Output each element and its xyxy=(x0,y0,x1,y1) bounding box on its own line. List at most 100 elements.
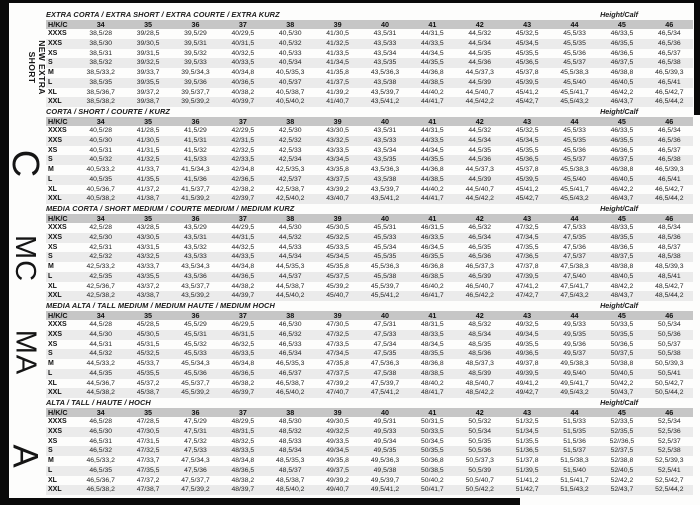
height-calf-cell: 43,5/38 xyxy=(373,175,397,183)
row-size-label: S xyxy=(48,253,53,261)
height-calf-cell: 43,5/34 xyxy=(373,146,397,154)
height-calf-cell: 46,5/28 xyxy=(89,418,113,426)
height-calf-cell: 48/38,8 xyxy=(610,263,634,271)
height-calf-cell: 44,5/38,7 xyxy=(276,282,305,290)
size-column-header: 41 xyxy=(428,310,437,320)
height-calf-cell: 48,5/35,3 xyxy=(276,457,305,465)
height-calf-cell: 48/34,8 xyxy=(231,457,255,465)
height-calf-cell: 48/35,5 xyxy=(610,234,634,242)
height-calf-cell: 47/37,5 xyxy=(326,369,349,377)
height-calf-cell: 46,5/44,2 xyxy=(655,98,684,106)
size-column-header: 34 xyxy=(96,310,105,320)
row-size-label: XXS xyxy=(48,40,63,48)
hkc-corner-label: H/K/C xyxy=(48,310,68,320)
height-calf-cell: 40/38,2 xyxy=(231,88,255,96)
height-calf-cell: 48,5/34 xyxy=(278,447,302,455)
height-calf-cell: 46,5/37 xyxy=(278,369,302,377)
height-calf-cell: 45/42,7 xyxy=(515,98,539,106)
size-column-header: 43 xyxy=(523,19,532,29)
size-column-header: 38 xyxy=(286,116,295,126)
size-column-header: 42 xyxy=(475,116,484,126)
height-calf-cell: 47,5/31 xyxy=(184,428,207,436)
height-calf-cell: 46,5/32 xyxy=(89,447,113,455)
height-calf-cell: 47,5/39,7 xyxy=(370,379,400,387)
height-calf-cell: 43/30,5 xyxy=(136,234,160,242)
table-row: XL 44,5/36,7 45/37,2 45,5/37,7 46/38,2 46,5/3… xyxy=(46,379,693,389)
row-size-label: XS xyxy=(48,146,58,154)
height-calf-cell: 46/33,5 xyxy=(421,234,444,242)
height-calf-cell: 45,5/35 xyxy=(563,40,586,48)
height-calf-cell: 43/35,8 xyxy=(326,166,349,174)
height-calf-cell: 46,5/35 xyxy=(468,243,492,251)
row-size-label: XXXS xyxy=(48,321,67,329)
row-size-label: XXL xyxy=(48,292,62,300)
height-calf-cell: 48,5/32 xyxy=(468,321,492,329)
height-calf-cell: 49/30,5 xyxy=(326,418,349,426)
height-calf-cell: 47/35,5 xyxy=(136,466,160,474)
height-calf-cell: 45,5/39,2 xyxy=(181,389,210,397)
height-calf-cell: 50/42,2 xyxy=(610,379,634,387)
height-calf-cell: 43/32,5 xyxy=(326,137,349,145)
size-column-header: 34 xyxy=(96,407,105,417)
rail-label-c: C xyxy=(2,136,48,190)
height-calf-cell: 41/33,7 xyxy=(136,166,160,174)
height-calf-cell: 39/37,2 xyxy=(136,88,160,96)
height-calf-cell: 42,5/36,7 xyxy=(86,282,115,290)
height-calf-cell: 46,5/35,3 xyxy=(276,360,305,368)
height-calf-cell: 43,5/31 xyxy=(184,234,207,242)
size-column-header: 43 xyxy=(523,213,532,223)
height-calf-cell: 40/29,5 xyxy=(231,30,255,38)
height-calf-cell: 50,5/42,2 xyxy=(465,486,494,494)
height-calf-cell: 45,5/39,7 xyxy=(370,282,400,290)
height-calf-cell: 46/41,7 xyxy=(421,292,444,300)
height-calf-cell: 46,5/36,7 xyxy=(86,476,115,484)
height-calf-cell: 50,5/37 xyxy=(657,340,681,348)
row-size-label: XL xyxy=(48,476,57,484)
height-calf-cell: 47/32,5 xyxy=(326,331,349,339)
height-calf-cell: 50/36,5 xyxy=(610,340,634,348)
rail-label-text: A xyxy=(5,444,45,468)
size-column-header: 36 xyxy=(191,116,200,126)
height-calf-cell: 50/33,5 xyxy=(610,321,634,329)
height-calf-cell: 47/42,7 xyxy=(515,292,539,300)
height-calf-cell: 43,5/39,2 xyxy=(181,292,210,300)
height-calf-cell: 44,5/36 xyxy=(468,59,492,67)
height-calf-cell: 51,5/33 xyxy=(563,418,586,426)
height-calf-cell: 48/39,7 xyxy=(231,486,255,494)
height-calf-cell: 38,5/38,2 xyxy=(86,98,115,106)
size-column-header: 36 xyxy=(191,213,200,223)
height-calf-cell: 47,5/43,2 xyxy=(560,292,589,300)
height-calf-cell: 39/38,7 xyxy=(136,98,160,106)
height-calf-cell: 49,5/33 xyxy=(373,428,397,436)
height-calf-cell: 46,5/30 xyxy=(278,321,302,329)
height-calf-cell: 44/33,5 xyxy=(421,40,444,48)
height-calf-cell: 50/35,5 xyxy=(421,447,444,455)
height-calf-cell: 46,5/36 xyxy=(468,253,492,261)
height-calf-cell: 45/39,5 xyxy=(515,175,539,183)
height-calf-cell: 45/35,5 xyxy=(136,369,160,377)
rail-label-text: MA xyxy=(9,329,42,375)
height-calf-cell: 41/33,5 xyxy=(326,49,349,57)
height-calf-cell: 45/34,5 xyxy=(515,137,539,145)
height-calf-cell: 49/36,5 xyxy=(515,350,539,358)
height-calf-cell: 46,5/33,2 xyxy=(86,457,115,465)
height-calf-cell: 45,5/33 xyxy=(563,30,586,38)
height-calf-cell: 48/33,5 xyxy=(231,447,255,455)
row-size-label: XS xyxy=(48,243,58,251)
height-calf-cell: 47,5/40 xyxy=(563,272,586,280)
table-row: XL 46,5/36,7 47/37,2 47,5/37,7 48/38,2 48,5/3… xyxy=(46,476,693,486)
height-calf-cell: 44/36,8 xyxy=(421,69,444,77)
height-calf-cell: 41,5/29 xyxy=(184,127,207,135)
height-calf-cell: 39/35,5 xyxy=(136,78,160,86)
height-calf-cell: 42,5/37 xyxy=(278,175,302,183)
height-calf-cell: 48,5/39 xyxy=(468,369,492,377)
height-calf-label: Height/Calf xyxy=(600,107,638,117)
height-calf-cell: 43/33,5 xyxy=(326,146,349,154)
height-calf-cell: 43,5/38 xyxy=(373,78,397,86)
height-calf-cell: 44,5/35 xyxy=(89,369,113,377)
height-calf-cell: 44,5/37 xyxy=(278,272,302,280)
height-calf-cell: 43/37,2 xyxy=(136,282,160,290)
height-calf-cell: 46/42,2 xyxy=(610,185,634,193)
height-calf-cell: 50/34,5 xyxy=(421,437,444,445)
height-calf-cell: 44,5/36,7 xyxy=(86,379,115,387)
